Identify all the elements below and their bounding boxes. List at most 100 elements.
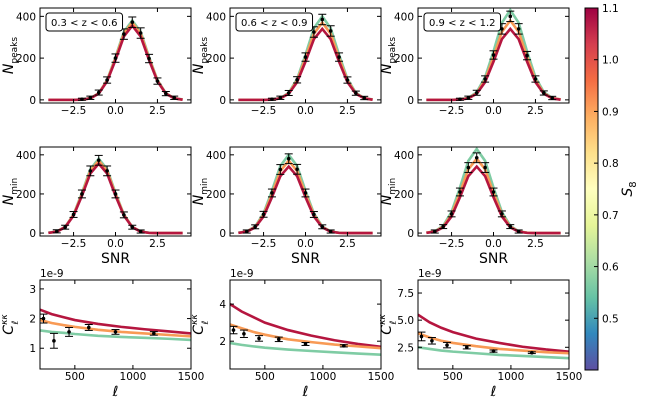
data-point <box>295 78 299 82</box>
x-tick-label: 0.0 <box>485 238 502 250</box>
data-point <box>88 169 93 173</box>
annotation-box <box>423 12 502 32</box>
data-point <box>525 53 529 58</box>
colorbar <box>584 7 599 371</box>
data-point <box>155 79 160 83</box>
data-point <box>113 330 118 334</box>
data-point <box>362 96 367 100</box>
x-tick-label: −2.5 <box>251 238 277 250</box>
y-axis-label: Nmin <box>379 178 398 205</box>
data-point <box>445 343 449 347</box>
data-point <box>88 95 93 100</box>
y-axis-label: Cκκℓ <box>378 314 399 335</box>
y-tick-label: 0 <box>29 95 36 107</box>
data-point <box>508 224 513 229</box>
data-point <box>122 213 126 217</box>
data-point <box>71 212 76 217</box>
data-point <box>342 344 346 348</box>
x-tick-label: 500 <box>255 371 275 383</box>
data-point <box>483 165 487 170</box>
data-point <box>164 91 168 96</box>
model-line <box>418 331 569 355</box>
x-tick-label: −2.5 <box>439 105 465 117</box>
data-point <box>458 190 462 194</box>
colorbar-label: S8 <box>620 181 639 196</box>
y-tick-label: 400 <box>394 11 414 23</box>
colorbar-tick-label: 0.6 <box>602 262 619 274</box>
colorbar-tick-label: 0.5 <box>602 313 619 325</box>
model-line <box>418 346 569 360</box>
y-tick-label: 0 <box>407 228 414 240</box>
data-point <box>138 31 143 35</box>
y-axis-label: Cκκℓ <box>0 314 21 335</box>
data-point <box>466 95 471 100</box>
data-point <box>354 91 358 95</box>
y-label-main: C <box>1 325 17 335</box>
y-tick-label: 4 <box>219 299 226 311</box>
data-point <box>52 339 56 343</box>
data-point <box>303 191 308 195</box>
x-tick-label: 1500 <box>556 371 583 383</box>
panel: −2.5 0.0 2.5 0 200 400 Nmin SNR <box>1 146 192 267</box>
y-tick-label: 5.0 <box>397 315 414 327</box>
x-tick-label: −2.5 <box>61 105 87 117</box>
panel: −2.5 0.0 2.5 0 200 400 Nmin SNR <box>191 146 382 267</box>
data-point <box>172 95 177 100</box>
data-point <box>130 225 135 229</box>
y-tick-label: 400 <box>394 150 414 162</box>
x-tick-label: −2.5 <box>61 238 87 250</box>
data-point <box>464 345 469 350</box>
x-axis-label: SNR <box>479 251 508 267</box>
y-label-sup: κκ <box>378 314 388 325</box>
x-tick-label: 500 <box>65 371 85 383</box>
axes-frame <box>229 279 382 370</box>
x-axis-label: ℓ <box>112 384 119 400</box>
data-point <box>96 158 101 163</box>
data-point <box>419 334 424 339</box>
data-point <box>54 229 59 234</box>
y-label-main: N <box>379 194 395 205</box>
y-tick-label: 0 <box>219 95 226 107</box>
x-tick-label: 2.5 <box>149 105 166 117</box>
y-tick-label: 200 <box>206 189 226 201</box>
data-point <box>345 78 350 82</box>
data-point <box>432 229 437 234</box>
data-point <box>105 169 109 173</box>
colorbar-tick-label: 1.1 <box>602 3 619 15</box>
y-tick-label: 0 <box>219 228 226 240</box>
y-axis-label: Nmin <box>191 178 210 205</box>
data-point <box>242 331 246 336</box>
y-label-sub: ℓ <box>201 321 211 326</box>
y-tick-label: 200 <box>394 189 414 201</box>
data-point <box>328 229 333 234</box>
panel: −2.5 0.0 2.5 0 200 400 Npeaks 0.3 < z < 0.6 <box>1 7 192 117</box>
y-axis-label: Npeaks <box>191 37 210 74</box>
y-tick-label: 2 <box>219 336 226 348</box>
model-line <box>230 341 381 357</box>
annotation-box <box>235 12 314 32</box>
y-label-sup: κκ <box>190 314 200 325</box>
data-point <box>244 229 249 234</box>
x-tick-label: −2.5 <box>251 105 277 117</box>
model-line <box>426 26 561 102</box>
data-point <box>147 56 151 61</box>
y-label-sup: κκ <box>0 314 10 325</box>
model-line <box>40 329 191 342</box>
x-tick-label: 0.0 <box>107 238 124 250</box>
data-point <box>303 342 308 346</box>
colorbar-tick-label: 0.7 <box>602 210 619 222</box>
data-point <box>276 337 281 342</box>
y-tick-label: 400 <box>16 150 36 162</box>
model-line <box>238 26 373 102</box>
data-point <box>138 229 143 234</box>
model-line <box>230 323 381 350</box>
data-point <box>483 77 487 81</box>
data-point <box>328 29 333 33</box>
annotation: 0.9 < z < 1.2 <box>429 18 496 29</box>
data-point <box>508 14 513 19</box>
y-tick-label: 200 <box>16 53 36 65</box>
x-tick-label: 2.5 <box>339 238 356 250</box>
y-tick-label: 0 <box>407 95 414 107</box>
